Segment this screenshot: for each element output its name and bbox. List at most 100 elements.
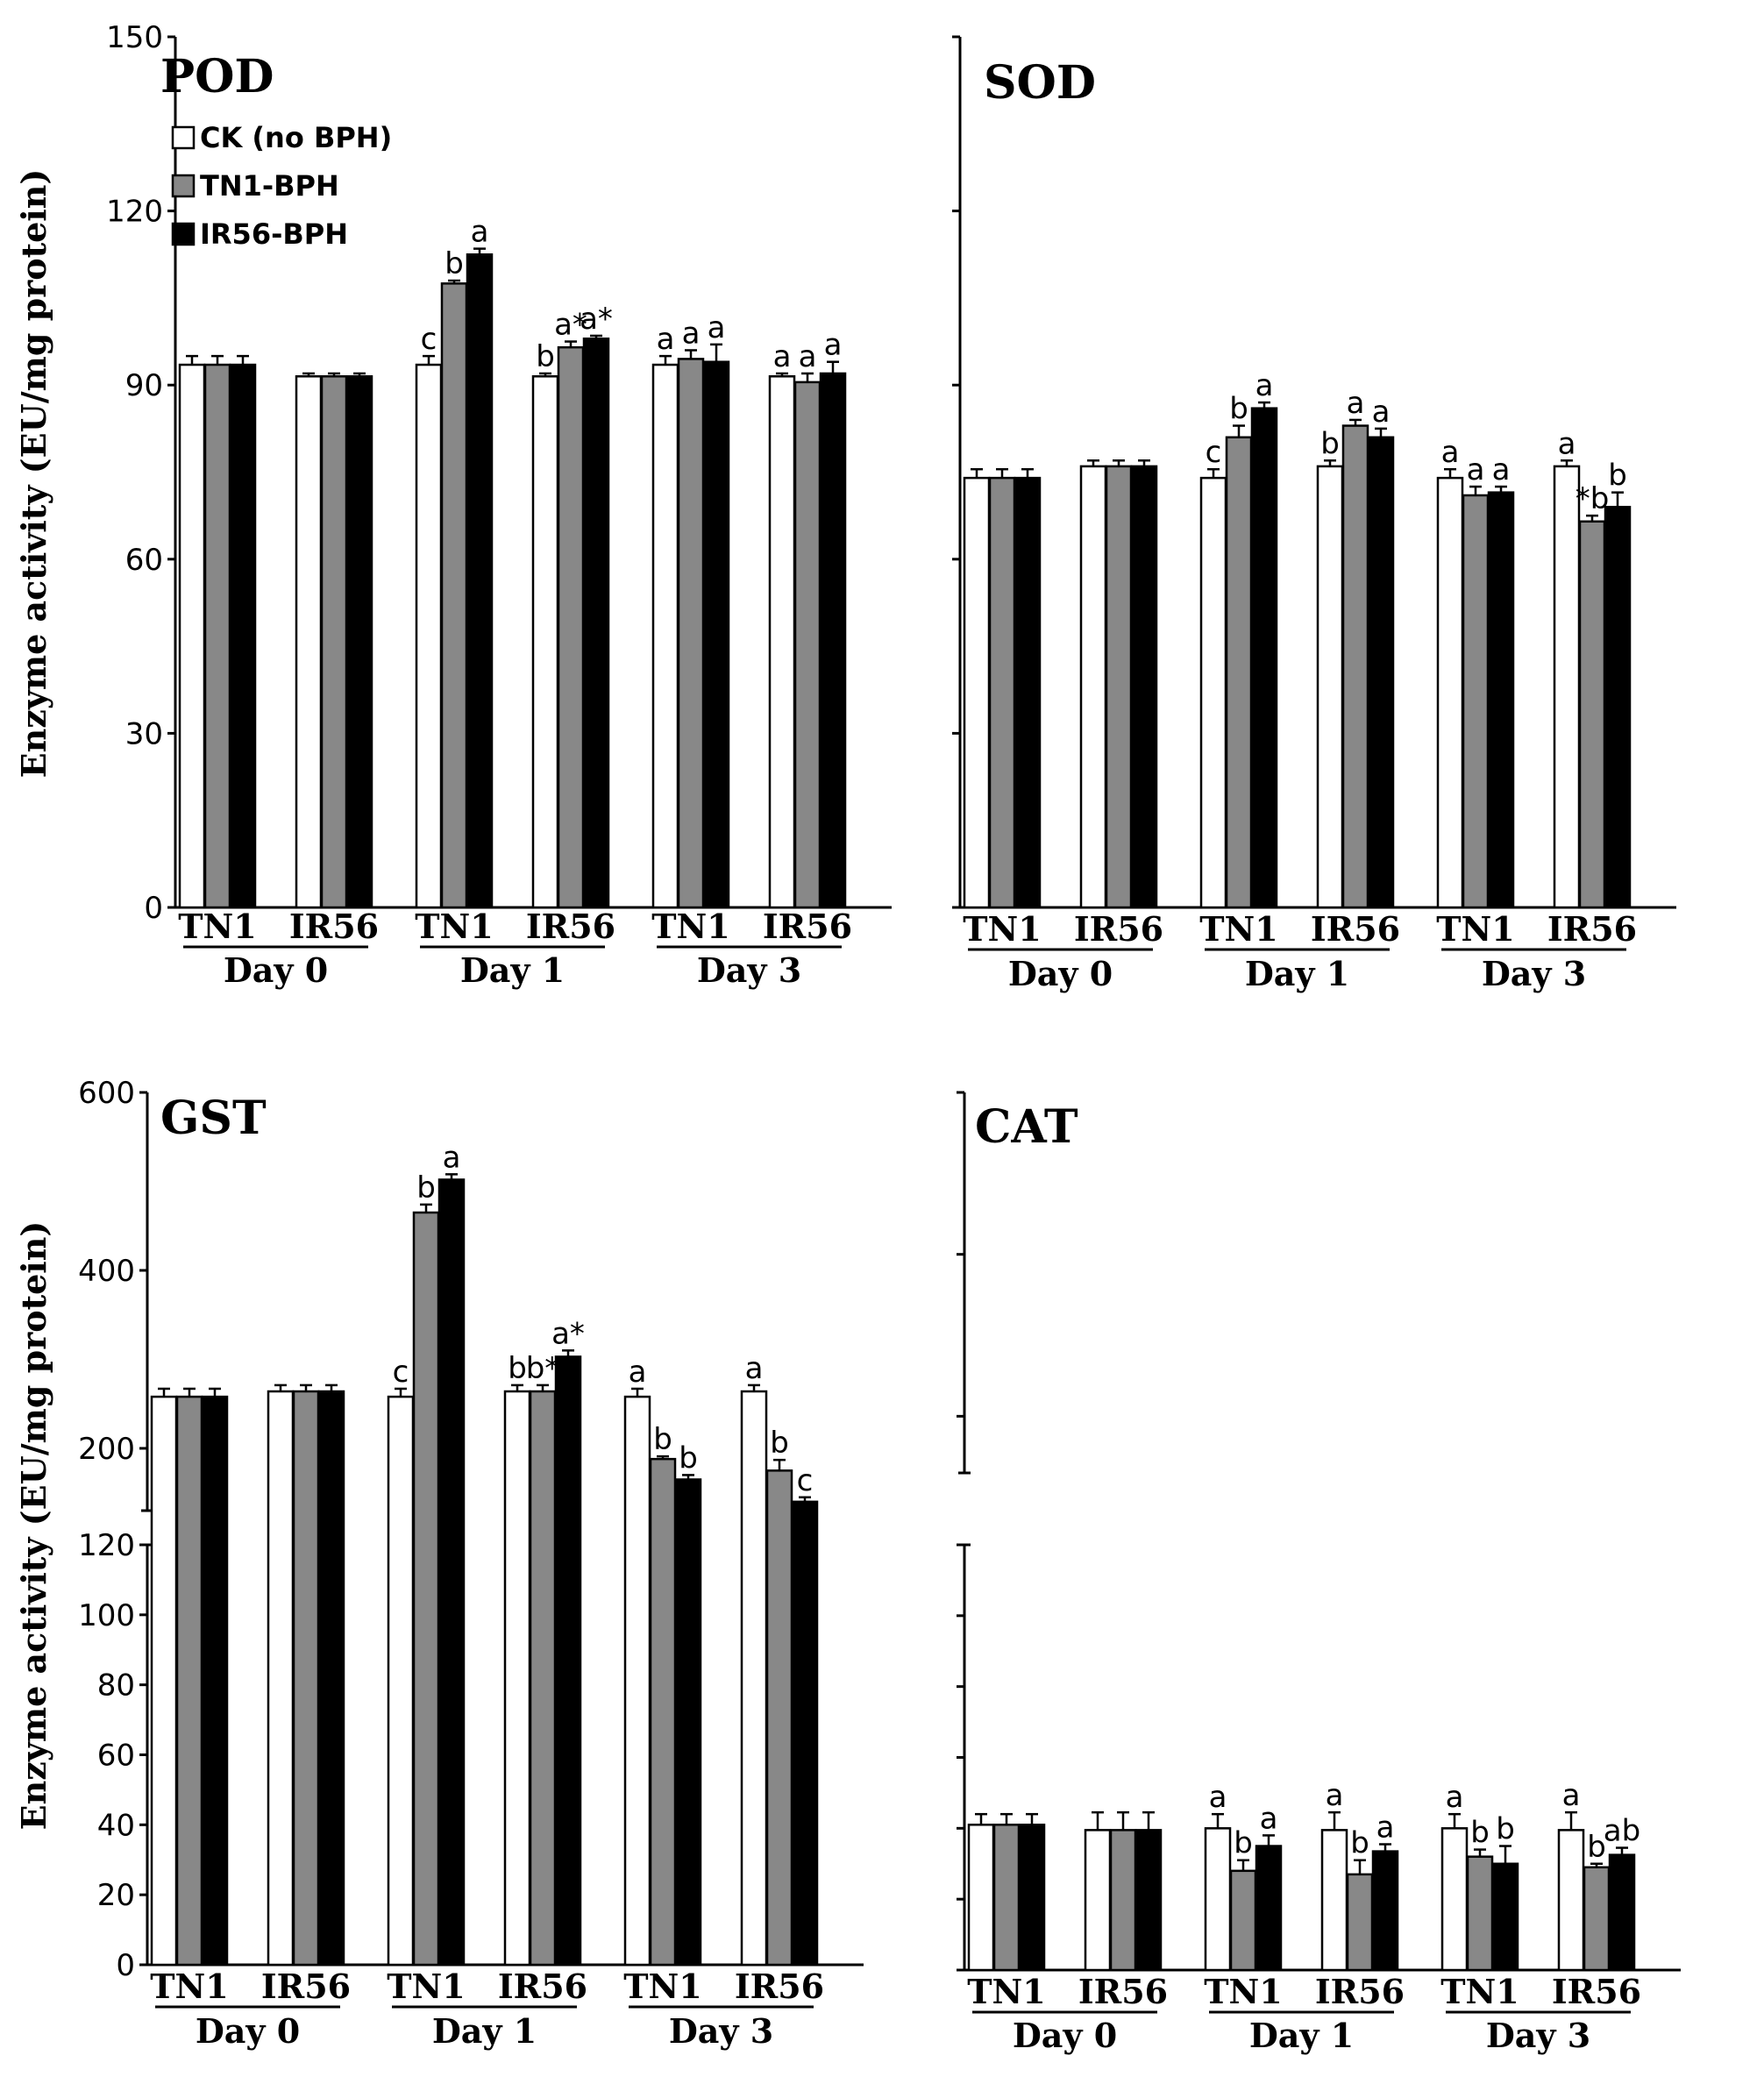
pod-significance-label: a — [824, 328, 843, 363]
gst-significance-label: b — [770, 1426, 789, 1461]
pod-group-label: TN1 — [415, 907, 493, 946]
gst-bar-ck — [150, 1395, 178, 1967]
sod-significance-label: a — [1492, 452, 1511, 487]
cat-significance-label: ab — [1604, 1814, 1640, 1849]
pod-significance-label: a — [471, 215, 489, 250]
pod-bar-ck — [295, 375, 323, 909]
pod-bar-tn1-bph — [203, 363, 231, 909]
pod-significance-label: b — [536, 339, 555, 374]
cat-significance-label: a — [1326, 1778, 1344, 1813]
sod-group-label: IR56 — [1074, 909, 1163, 949]
pod-bar-ck — [768, 375, 796, 909]
cat-group-label: TN1 — [1204, 1972, 1282, 2011]
pod-group-label: TN1 — [178, 907, 256, 946]
sod-bar-tn1-bph — [988, 476, 1016, 909]
pod-day-label: Day 1 — [460, 950, 565, 990]
sod-significance-label: a — [1372, 395, 1391, 430]
gst-ytick-label: 40 — [97, 1808, 135, 1843]
pod-bar-ck — [178, 363, 206, 909]
sod-bar-ck — [1553, 465, 1581, 909]
gst-ytick-label: 0 — [116, 1948, 135, 1983]
pod-day-label: Day 3 — [697, 950, 801, 990]
sod-significance-label: a — [1347, 386, 1365, 421]
gst-significance-label: b — [653, 1422, 672, 1457]
pod-day-label: Day 0 — [224, 950, 328, 990]
gst-ytick-label: 400 — [78, 1254, 135, 1289]
legend-swatch-ck — [171, 125, 196, 150]
cat-group-label: TN1 — [1440, 1972, 1519, 2011]
sod-bar-ck — [1436, 476, 1464, 909]
sod-bar-ir56-bph — [1367, 436, 1395, 909]
pod-significance-label: b — [445, 246, 464, 281]
cat-group-label: IR56 — [1078, 1972, 1168, 2011]
sod-group-label: TN1 — [1199, 909, 1277, 949]
gst-bar-tn1-bph — [529, 1390, 557, 1967]
sod-significance-label: b — [1608, 459, 1627, 494]
gst-day-label: Day 3 — [669, 2011, 773, 2051]
sod-bar-tn1-bph — [1341, 424, 1369, 909]
gst-group-label: TN1 — [150, 1967, 228, 2006]
pod-y-axis-label: Enzyme activity (EU/mg protein) — [14, 169, 53, 779]
sod-bar-tn1-bph — [1578, 520, 1606, 909]
gst-ytick-label: 20 — [97, 1878, 135, 1913]
sod-day-label: Day 0 — [1008, 954, 1113, 993]
gst-significance-label: c — [797, 1463, 814, 1498]
pod-ytick-label: 150 — [106, 20, 163, 55]
gst-day-label: Day 1 — [432, 2011, 537, 2051]
cat-bar-ck — [1440, 1827, 1469, 1972]
sod-group-label: TN1 — [963, 909, 1041, 949]
cat-bar-ck — [1084, 1829, 1112, 1972]
gst-significance-label: b — [679, 1440, 698, 1476]
gst-bar-tn1-bph — [175, 1395, 203, 1967]
pod-ytick-label: 0 — [144, 891, 163, 926]
gst-group-label: TN1 — [623, 1967, 701, 2006]
pod-bar-ir56-bph — [702, 360, 730, 909]
gst-bar-tn1-bph — [292, 1390, 320, 1967]
gst-bar-ir56-bph — [317, 1390, 345, 1967]
pod-bar-tn1-bph — [793, 381, 822, 909]
pod-bar-tn1-bph — [320, 375, 348, 909]
gst-title: GST — [160, 1092, 267, 1145]
cat-day-label: Day 0 — [1013, 2016, 1117, 2055]
sod-bar-ir56-bph — [1604, 505, 1632, 909]
gst-ytick-label: 200 — [78, 1432, 135, 1467]
cat-significance-label: b — [1587, 1830, 1606, 1865]
pod-significance-label: c — [421, 322, 437, 357]
gst-significance-label: b* — [526, 1351, 560, 1386]
gst-group-label: IR56 — [735, 1967, 824, 2006]
sod-bar-ck — [1199, 476, 1227, 909]
pod-significance-label: a — [682, 316, 701, 351]
pod-ytick-label: 60 — [125, 543, 163, 578]
pod-bar-ck — [651, 363, 679, 909]
pod-title: POD — [160, 50, 274, 103]
cat-bar-ck — [1204, 1827, 1232, 1972]
cat-group-label: IR56 — [1552, 1972, 1641, 2011]
gst-bar-ir56-bph — [791, 1500, 819, 1967]
sod-day-label: Day 3 — [1482, 954, 1586, 993]
gst-bar-tn1-bph — [412, 1211, 440, 1967]
sod-bar-tn1-bph — [1462, 494, 1490, 909]
pod-bar-ir56-bph — [466, 253, 494, 909]
cat-significance-label: b — [1234, 1826, 1253, 1861]
gst-significance-label: c — [393, 1355, 409, 1390]
panel-gst: 0 20 40 60 80 100 120 200 400 600 GST Enzyme activi… — [14, 1076, 864, 2051]
pod-bar-ir56-bph — [345, 375, 373, 909]
sod-title: SOD — [984, 56, 1096, 110]
cat-significance-label: a — [1376, 1810, 1395, 1846]
pod-bar-ir56-bph — [229, 363, 257, 909]
gst-significance-label: a* — [551, 1316, 585, 1351]
gst-bar-ck — [387, 1395, 415, 1967]
gst-bar-ck — [267, 1390, 295, 1967]
sod-bar-tn1-bph — [1105, 465, 1133, 909]
cat-significance-label: a — [1209, 1780, 1227, 1815]
gst-y-axis-label: Enzyme activity (EU/mg protein) — [14, 1221, 53, 1831]
cat-significance-label: b — [1496, 1812, 1515, 1847]
pod-significance-label: a* — [580, 302, 613, 337]
cat-bar-ck — [1557, 1829, 1585, 1972]
cat-bar-ir56-bph — [1255, 1845, 1283, 1972]
legend-swatch-tn1 — [171, 174, 196, 198]
gst-day-label: Day 0 — [196, 2011, 300, 2051]
